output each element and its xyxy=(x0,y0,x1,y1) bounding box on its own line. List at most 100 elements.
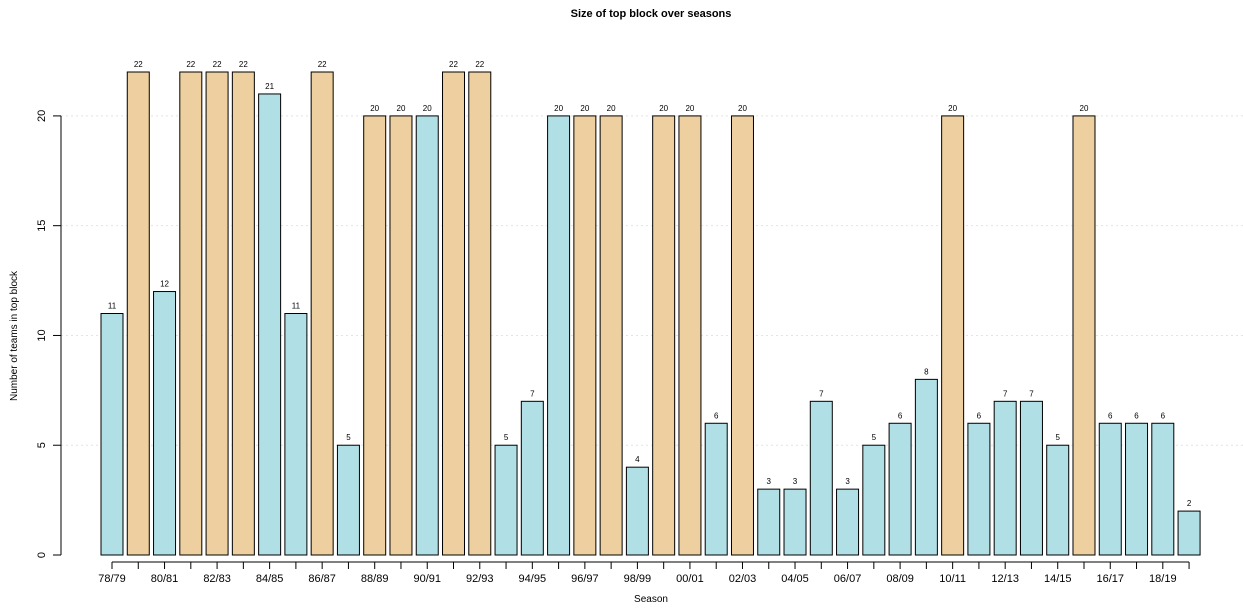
bar-value-labels: 11 22 12 22 22 22 21 11 22 5 20 20 20 22 22 5 7 20 20 20 4 20… xyxy=(108,60,1192,508)
y-tick-label: 20 xyxy=(36,110,48,122)
bar-00-01 xyxy=(678,115,702,556)
bar-value-label: 20 xyxy=(607,104,616,113)
bar-value-label: 11 xyxy=(292,302,301,311)
x-tick-label: 08/09 xyxy=(886,573,914,585)
bar-value-label: 22 xyxy=(318,60,327,69)
y-axis: 0 5 10 15 20 xyxy=(36,110,62,558)
bar-value-label: 20 xyxy=(685,104,694,113)
bar-value-label: 6 xyxy=(714,411,719,420)
x-tick-label: 12/13 xyxy=(991,573,1019,585)
bar-value-label: 22 xyxy=(213,60,222,69)
x-tick-label: 94/95 xyxy=(519,573,547,585)
x-tick-label: 86/87 xyxy=(308,573,336,585)
bar-value-label: 3 xyxy=(845,477,850,486)
bar-13-14 xyxy=(1019,400,1043,556)
bar-91-92 xyxy=(442,71,466,556)
bar-value-label: 22 xyxy=(186,60,195,69)
bar-value-label: 22 xyxy=(475,60,484,69)
bar-value-label: 6 xyxy=(1161,411,1166,420)
bar-04-05 xyxy=(783,488,807,556)
bar-85-86 xyxy=(284,313,308,556)
x-tick-label: 14/15 xyxy=(1044,573,1072,585)
bar-92-93 xyxy=(468,71,492,556)
bar-19-20 xyxy=(1177,510,1201,556)
bar-05-06 xyxy=(809,400,833,556)
x-tick-label: 02/03 xyxy=(729,573,757,585)
bar-78-79 xyxy=(100,313,124,556)
x-tick-label: 82/83 xyxy=(203,573,231,585)
bar-value-label: 22 xyxy=(239,60,248,69)
bar-value-label: 5 xyxy=(1055,433,1060,442)
bar-value-label: 20 xyxy=(554,104,563,113)
y-tick-label: 5 xyxy=(36,442,48,448)
bar-value-label: 7 xyxy=(530,389,535,398)
bar-value-label: 2 xyxy=(1187,499,1192,508)
x-tick-label: 80/81 xyxy=(151,573,179,585)
bar-87-88 xyxy=(336,444,360,556)
bar-value-label: 20 xyxy=(423,104,432,113)
bar-value-label: 12 xyxy=(160,280,169,289)
x-tick-label: 18/19 xyxy=(1149,573,1177,585)
x-tick-label: 78/79 xyxy=(98,573,126,585)
bar-value-label: 8 xyxy=(924,367,929,376)
x-tick-label: 16/17 xyxy=(1096,573,1124,585)
bar-value-label: 7 xyxy=(819,389,824,398)
bar-12-13 xyxy=(993,400,1017,556)
bar-value-label: 20 xyxy=(659,104,668,113)
bar-02-03 xyxy=(730,115,754,556)
bar-18-19 xyxy=(1151,422,1175,556)
bar-value-label: 20 xyxy=(397,104,406,113)
bar-89-90 xyxy=(389,115,413,556)
x-tick-label: 04/05 xyxy=(781,573,809,585)
bar-84-85 xyxy=(258,93,282,556)
bar-value-label: 3 xyxy=(793,477,798,486)
bar-83-84 xyxy=(231,71,255,556)
bar-value-label: 22 xyxy=(134,60,143,69)
bar-value-label: 20 xyxy=(948,104,957,113)
bar-value-label: 4 xyxy=(635,455,640,464)
bar-96-97 xyxy=(573,115,597,556)
bar-98-99 xyxy=(625,466,649,556)
bar-value-label: 20 xyxy=(1080,104,1089,113)
x-tick-label: 98/99 xyxy=(624,573,652,585)
bar-01-02 xyxy=(704,422,728,556)
bar-value-label: 21 xyxy=(265,82,274,91)
bar-95-96 xyxy=(547,115,571,556)
x-tick-label: 00/01 xyxy=(676,573,704,585)
x-tick-label: 96/97 xyxy=(571,573,599,585)
bar-value-label: 11 xyxy=(108,302,117,311)
bar-value-label: 20 xyxy=(738,104,747,113)
bar-11-12 xyxy=(967,422,991,556)
bar-07-08 xyxy=(862,444,886,556)
bar-value-label: 6 xyxy=(977,411,982,420)
bar-value-label: 20 xyxy=(580,104,589,113)
bar-08-09 xyxy=(888,422,912,556)
bar-value-label: 7 xyxy=(1003,389,1008,398)
y-tick-label: 15 xyxy=(36,220,48,232)
bar-16-17 xyxy=(1098,422,1122,556)
grid-lines xyxy=(61,115,1243,446)
y-axis-label: Number of teams in top block xyxy=(9,270,20,401)
y-tick-label: 10 xyxy=(36,329,48,341)
bar-15-16 xyxy=(1072,115,1096,556)
bar-value-label: 3 xyxy=(767,477,772,486)
bar-79-80 xyxy=(126,71,150,556)
x-axis-label: Season xyxy=(634,594,668,605)
bars xyxy=(100,71,1201,556)
bar-90-91 xyxy=(415,115,439,556)
bar-value-label: 22 xyxy=(449,60,458,69)
bar-10-11 xyxy=(941,115,965,556)
bar-88-89 xyxy=(363,115,387,556)
bar-06-07 xyxy=(836,488,860,556)
x-tick-label: 90/91 xyxy=(413,573,441,585)
bar-86-87 xyxy=(310,71,334,556)
x-tick-label: 10/11 xyxy=(939,573,966,585)
x-tick-label: 92/93 xyxy=(466,573,494,585)
bar-value-label: 20 xyxy=(370,104,379,113)
bar-81-82 xyxy=(179,71,203,556)
x-tick-label: 06/07 xyxy=(834,573,862,585)
bar-94-95 xyxy=(520,400,544,556)
bar-93-94 xyxy=(494,444,518,556)
bar-value-label: 5 xyxy=(872,433,877,442)
bar-value-label: 6 xyxy=(1134,411,1139,420)
